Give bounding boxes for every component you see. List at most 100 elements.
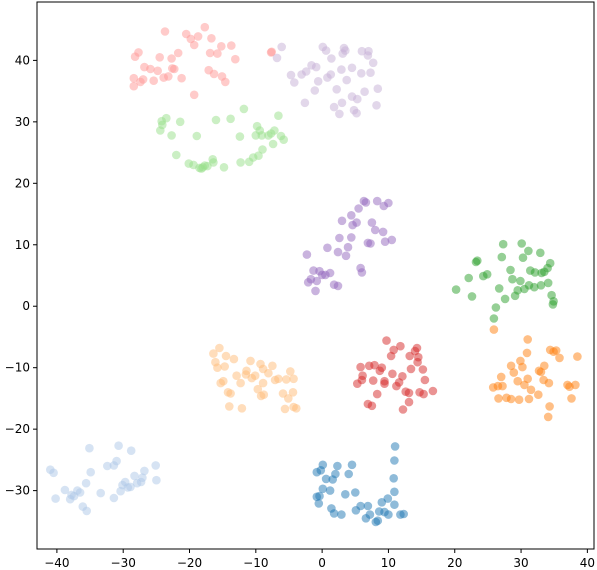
data-point-s3-12: [232, 371, 241, 381]
data-point-s5-19: [236, 158, 245, 167]
data-point-s0-24: [373, 516, 383, 525]
data-point-s3-9: [226, 389, 235, 398]
data-point-s4-9: [497, 252, 507, 262]
data-point-s4-33: [524, 281, 534, 290]
data-point-s4-12: [508, 274, 517, 284]
data-point-s5-3: [162, 113, 171, 123]
data-point-s0-29: [390, 500, 399, 510]
data-point-s1-2: [51, 494, 60, 503]
data-point-s7-8: [149, 76, 158, 85]
x-tick-label: 0: [318, 556, 326, 570]
data-point-s4-35: [464, 273, 474, 283]
data-point-s0-32: [390, 456, 399, 465]
data-point-s5-4: [167, 131, 176, 140]
data-point-s8-12: [333, 281, 343, 291]
data-point-s9-34: [338, 49, 348, 58]
data-point-s7-16: [170, 64, 179, 74]
data-point-s5-27: [258, 145, 267, 154]
data-point-s8-18: [347, 233, 356, 242]
data-point-s0-14: [314, 499, 324, 508]
data-point-s8-23: [357, 268, 367, 277]
y-tick-label: −30: [5, 484, 30, 498]
y-tick-label: −20: [5, 422, 30, 436]
data-point-s6-32: [428, 386, 438, 396]
data-point-s8-33: [378, 227, 388, 237]
data-point-s7-30: [221, 77, 230, 87]
data-point-s0-33: [390, 442, 400, 451]
data-point-s1-3: [60, 485, 70, 495]
data-point-s5-35: [192, 131, 202, 141]
data-point-s9-9: [311, 62, 321, 72]
data-point-s7-7: [146, 64, 155, 74]
data-point-s7-5: [138, 75, 148, 84]
data-point-s6-28: [413, 357, 422, 367]
data-point-s0-8: [344, 469, 354, 479]
y-tick-label: 40: [15, 53, 30, 67]
data-point-s7-25: [207, 34, 216, 43]
data-point-s0-13: [312, 492, 322, 502]
data-point-s8-9: [323, 243, 332, 253]
data-point-s8-1: [302, 250, 312, 259]
data-point-s2-15: [523, 335, 532, 344]
data-point-s9-2: [286, 70, 296, 80]
data-point-s4-19: [524, 246, 533, 256]
data-point-s3-5: [219, 376, 228, 386]
data-point-s9-0: [272, 53, 282, 63]
data-point-s1-18: [114, 441, 123, 451]
data-point-s3-31: [282, 375, 291, 384]
data-point-s0-6: [331, 469, 340, 479]
data-point-s1-23: [126, 482, 135, 492]
x-axis-ticks: −40 −30 −20 −10 0 10 20 30 40: [44, 549, 595, 570]
data-point-s9-38: [337, 65, 346, 74]
data-point-s4-10: [498, 239, 508, 249]
data-point-s4-26: [543, 278, 553, 288]
y-tick-label: 10: [15, 238, 30, 252]
data-point-s0-35: [399, 509, 409, 519]
data-point-s0-2: [318, 460, 328, 470]
data-point-s5-26: [257, 131, 267, 140]
data-point-s3-7: [221, 351, 231, 361]
data-point-s0-31: [389, 474, 399, 483]
y-axis-ticks: −30 −20 −10 0 10 20 30 40: [5, 53, 37, 498]
data-point-s9-27: [360, 87, 369, 96]
data-point-s7-36: [205, 48, 215, 58]
data-point-s9-33: [327, 54, 336, 63]
data-point-s1-8: [75, 488, 85, 497]
data-point-s2-24: [545, 402, 554, 411]
data-point-s7-35: [189, 40, 199, 50]
data-point-s3-2: [213, 363, 222, 373]
data-point-s0-11: [318, 484, 328, 494]
data-point-s5-6: [175, 117, 185, 127]
data-point-s1-17: [112, 456, 121, 466]
data-point-s9-17: [335, 109, 344, 119]
data-point-s6-7: [370, 360, 379, 370]
data-point-s7-14: [167, 54, 176, 63]
x-tick-label: 10: [381, 556, 396, 570]
data-point-s8-16: [341, 251, 351, 261]
data-point-s6-6: [368, 376, 378, 385]
data-point-s6-3: [358, 371, 367, 381]
data-point-s6-23: [404, 397, 414, 407]
data-point-s4-17: [517, 239, 526, 248]
data-point-s5-2: [156, 126, 165, 135]
data-point-s4-0: [451, 285, 461, 294]
data-point-s9-15: [329, 102, 339, 112]
data-point-s2-22: [540, 361, 549, 371]
data-point-s3-6: [220, 362, 229, 371]
data-point-s4-8: [494, 284, 504, 293]
data-point-s3-3: [215, 343, 224, 353]
data-point-s2-8: [509, 368, 519, 377]
data-point-s6-13: [382, 336, 391, 345]
data-point-s8-36: [347, 211, 356, 220]
data-point-s6-10: [377, 363, 387, 373]
points-layer: [46, 22, 582, 527]
data-point-s5-5: [172, 150, 181, 160]
data-point-s8-10: [325, 268, 335, 278]
data-point-s0-16: [329, 509, 339, 518]
data-point-s2-32: [567, 394, 576, 403]
data-point-s9-32: [347, 92, 357, 101]
data-point-s3-17: [246, 356, 255, 366]
data-point-s9-6: [301, 67, 311, 76]
data-point-s8-29: [370, 225, 380, 235]
